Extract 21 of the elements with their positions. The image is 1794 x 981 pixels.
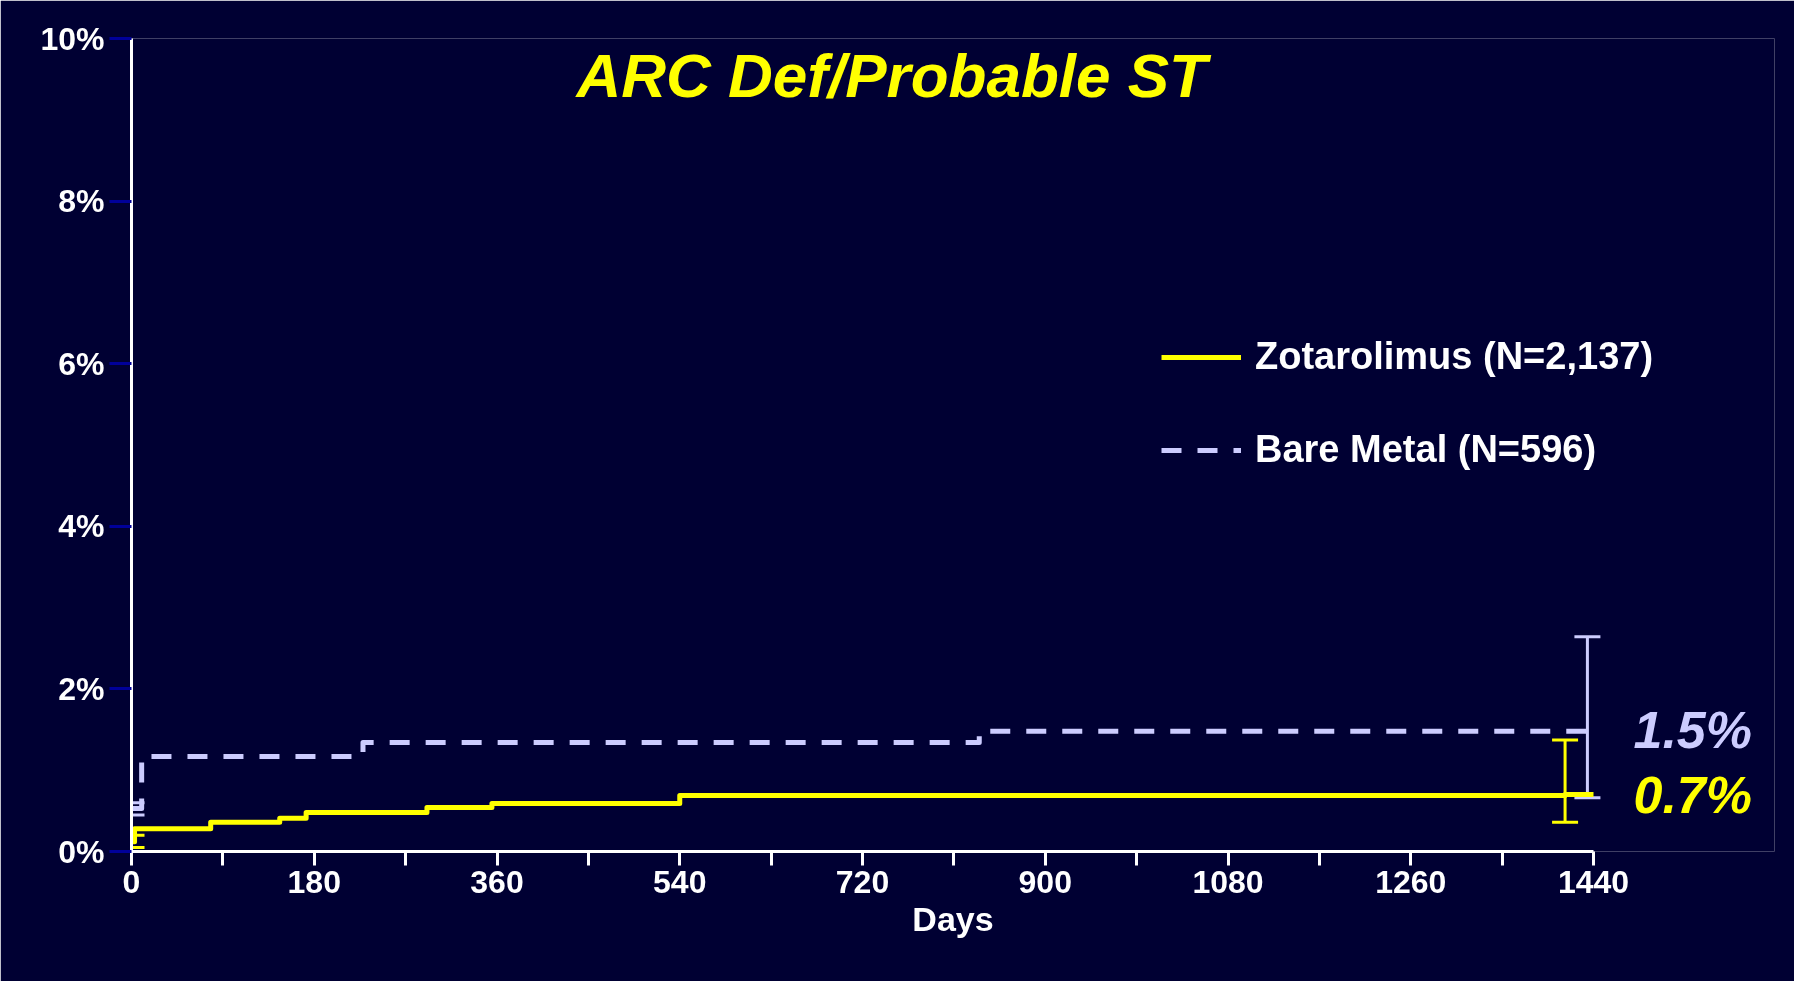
legend-label: Bare Metal (N=596) [1255,428,1597,471]
y-tick-label: 10% [40,20,105,57]
x-axis-title: Days [912,899,994,938]
x-tick-label: 900 [1018,863,1072,900]
x-tick-label: 360 [470,863,524,900]
x-tick-label: 1440 [1557,863,1630,900]
legend-label: Zotarolimus (N=2,137) [1255,335,1654,378]
y-tick-label: 4% [58,508,105,545]
y-tick-label: 6% [58,345,105,382]
x-tick-label: 540 [653,863,707,900]
y-tick-label: 2% [58,670,105,707]
x-tick-label: 1080 [1192,863,1264,900]
chart-title: ARC Def/Probable ST [574,40,1213,110]
x-tick-label: 0 [122,863,141,900]
data-label: 1.5% [1633,700,1753,759]
y-tick-label: 8% [58,183,105,220]
x-tick-label: 1260 [1375,863,1447,900]
x-tick-label: 180 [287,863,341,900]
data-label: 0.7% [1633,765,1753,824]
x-tick-label: 720 [835,863,890,900]
y-tick-label: 0% [58,833,105,870]
